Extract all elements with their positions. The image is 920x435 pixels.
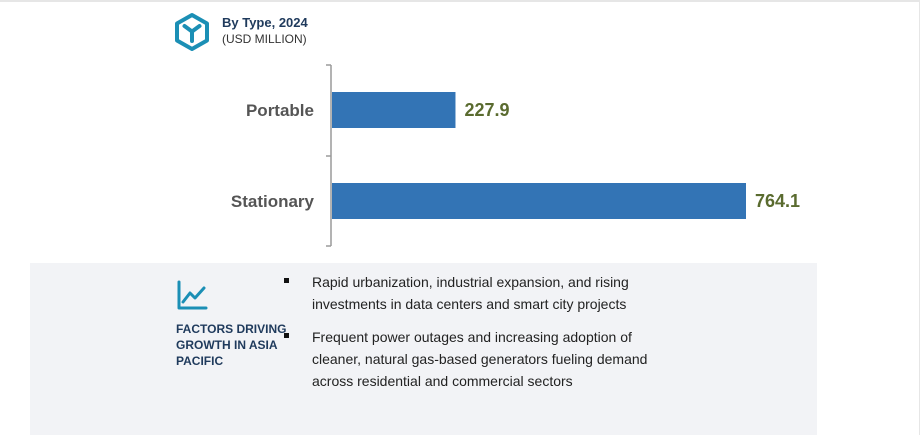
hexagon-y-icon [175, 13, 209, 51]
category-label: Portable [246, 101, 314, 120]
chart-axis: Portable Stationary [231, 64, 332, 247]
bullet-marker [284, 333, 289, 338]
top-border [0, 0, 920, 2]
category-label: Stationary [231, 192, 315, 211]
bullet-marker [284, 278, 289, 283]
factor-text: Rapid urbanization, industrial expansion… [312, 274, 629, 312]
factors-panel: FACTORS DRIVING GROWTH IN ASIA PACIFIC R… [30, 263, 817, 435]
bar-portable [332, 92, 456, 128]
value-label: 764.1 [755, 191, 800, 211]
value-label: 227.9 [464, 100, 509, 120]
bar-chart: Portable Stationary 227.9 764.1 [231, 64, 800, 247]
chart-title: By Type, 2024 [222, 15, 308, 30]
chart-unit-label: (USD MILLION) [222, 32, 307, 46]
factors-heading: FACTORS DRIVING GROWTH IN ASIA PACIFIC [176, 322, 287, 368]
chart-bars: 227.9 764.1 [332, 92, 800, 219]
bar-stationary [332, 183, 746, 219]
factors-list: Rapid urbanization, industrial expansion… [282, 271, 652, 403]
factor-item: Frequent power outages and increasing ad… [282, 326, 652, 392]
line-chart-icon [177, 280, 208, 310]
header-text: By Type, 2024 (USD MILLION) [222, 15, 308, 47]
factor-text: Frequent power outages and increasing ad… [312, 329, 648, 389]
factor-item: Rapid urbanization, industrial expansion… [282, 271, 652, 315]
